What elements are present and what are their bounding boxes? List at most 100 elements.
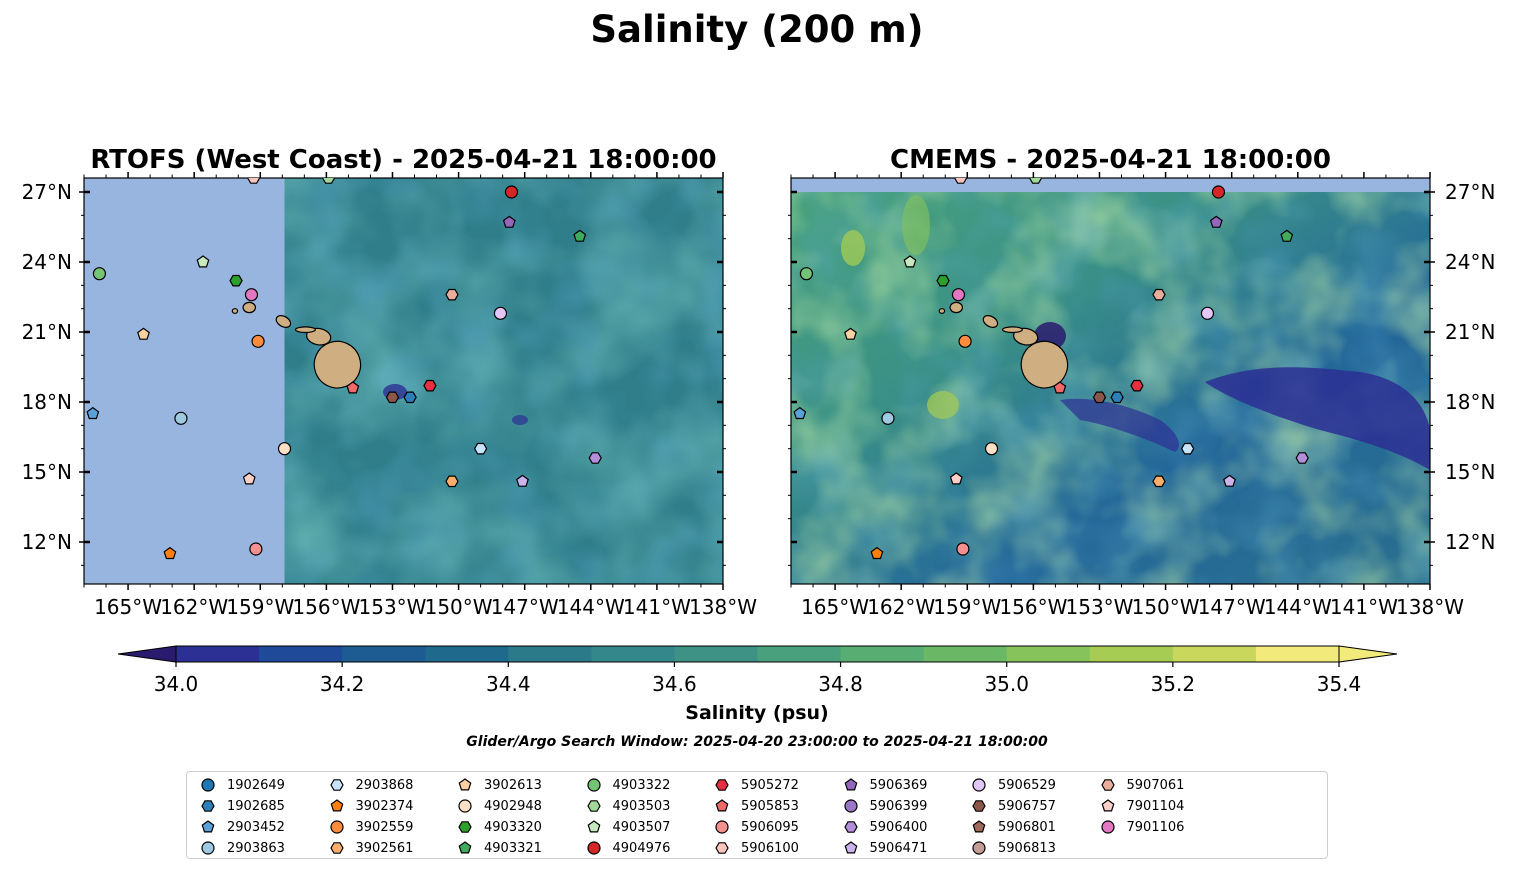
cmems-float-5906471 [1223, 474, 1236, 487]
cmems-xtick-label: 138°W [1396, 595, 1464, 619]
rtofs-float-4904976 [504, 185, 519, 199]
rtofs-ytick-label: 27°N [22, 180, 72, 204]
colorbar-tick-label: 34.6 [652, 672, 697, 696]
rtofs-float-1902685 [403, 391, 417, 404]
rtofs-float-4903321 [573, 229, 587, 242]
legend-marker-circle-icon [586, 778, 601, 792]
rtofs-float-3902561 [445, 475, 459, 488]
legend-marker-2903452 [201, 820, 215, 833]
figure-title: Salinity (200 m) [590, 8, 923, 51]
cmems-island-1 [1013, 327, 1039, 346]
legend-marker-3902561 [329, 842, 344, 854]
cmems-float-4903322 [799, 267, 814, 281]
rtofs-float-7901106 [244, 288, 259, 302]
colorbar-segment [674, 646, 758, 662]
rtofs-ytick-label: 21°N [22, 320, 72, 344]
legend-item-5906813: 5906813 [968, 838, 1056, 858]
legend-marker-5905272 [715, 779, 729, 791]
legend-item-1902685: 1902685 [197, 796, 285, 816]
legend-marker-4903507 [587, 820, 600, 833]
search-window-caption: Glider/Argo Search Window: 2025-04-20 23… [466, 734, 1048, 750]
legend-label: 2903863 [227, 840, 285, 856]
legend-label: 4903322 [612, 777, 671, 793]
cmems-xtick-label: 150°W [1132, 595, 1200, 619]
cmems-xtick-label: 141°W [1330, 595, 1398, 619]
colorbar-label: Salinity (psu) [685, 702, 828, 724]
legend-marker-circle-icon [1100, 820, 1115, 834]
legend-marker-4903322 [586, 778, 601, 792]
legend-marker-4904976 [586, 841, 601, 855]
legend-item-5906400: 5906400 [840, 817, 927, 837]
legend-marker-7901106 [1100, 820, 1115, 834]
cmems-float-5906095 [956, 542, 970, 556]
colorbar-segment [1172, 646, 1257, 662]
rtofs-float-5907061 [445, 288, 459, 301]
legend-item-5906471: 5906471 [840, 838, 927, 858]
legend-item-3902561: 3902561 [326, 838, 413, 858]
legend-marker-1902649 [201, 778, 215, 792]
legend-marker-hexagon-icon [586, 800, 601, 812]
cmems-axes-ticks: 165°W162°W159°W156°W153°W150°W147°W144°W… [788, 172, 1495, 619]
cmems-island-2 [1001, 326, 1023, 334]
legend-marker-circle-icon [715, 820, 729, 834]
legend-marker-circle-icon [329, 820, 344, 834]
legend-marker-5906095 [715, 820, 729, 834]
cmems-float-5906400 [1295, 452, 1309, 464]
rtofs-float-5905272 [423, 379, 437, 392]
legend-marker-7901104 [1101, 799, 1114, 812]
rtofs-ytick-label: 24°N [22, 250, 72, 274]
rtofs-axes-ticks: 165°W162°W159°W156°W153°W150°W147°W144°W… [22, 172, 757, 619]
legend-marker-5907061 [1100, 779, 1115, 791]
legend-marker-4903321 [458, 841, 472, 854]
legend-marker-4903320 [458, 821, 472, 833]
legend-item-7901106: 7901106 [1097, 817, 1185, 837]
rtofs-float-5906529 [493, 306, 508, 320]
rtofs-float-2903868 [473, 442, 488, 455]
cmems-float-3902561 [1152, 475, 1166, 488]
legend-marker-hexagon-icon [458, 821, 472, 833]
legend-marker-hexagon-icon [715, 842, 729, 854]
cmems-ytick-label: 18°N [1445, 390, 1495, 414]
legend-label: 5905272 [741, 777, 799, 793]
rtofs-float-5905853 [346, 381, 360, 394]
rtofs-xtick-label: 153°W [359, 595, 427, 619]
cmems-float-5906100 [953, 178, 968, 184]
cmems-float-4904976 [1211, 185, 1226, 199]
legend-item-4903503: 4903503 [583, 796, 670, 816]
cmems-float-3902374 [870, 546, 884, 560]
legend-label: 5905853 [741, 798, 799, 814]
rtofs-float-5906400 [588, 452, 602, 464]
cmems-xtick-label: 165°W [801, 595, 869, 619]
legend-item-4903507: 4903507 [583, 817, 670, 837]
legend-marker-4903503 [586, 800, 601, 812]
legend-label: 3902374 [355, 798, 414, 814]
colorbar: 34.0 34.2 34.4 34.6 34.8 35.0 35.2 35.4 [117, 645, 1398, 696]
rtofs-island-5 [231, 308, 239, 314]
legend-label: 5906757 [998, 798, 1056, 814]
cmems-xtick-label: 162°W [867, 595, 935, 619]
legend-label: 5906369 [869, 777, 928, 793]
rtofs-xtick-label: 150°W [425, 595, 493, 619]
colorbar-tick-label: 35.2 [1151, 672, 1196, 696]
colorbar-tick-label: 34.2 [320, 672, 365, 696]
legend-marker-pentagon-icon [844, 778, 857, 791]
cmems-float-7901106 [951, 288, 966, 302]
rtofs-float-4902948 [277, 442, 292, 456]
rtofs-ytick-label: 18°N [22, 390, 72, 414]
rtofs-float-4903507 [196, 255, 210, 268]
legend-item-3902374: 3902374 [326, 796, 414, 816]
legend-item-4903320: 4903320 [454, 817, 542, 837]
legend-item-7901104: 7901104 [1097, 796, 1184, 816]
colorbar-segment [508, 646, 592, 662]
rtofs-float-4903503 [321, 178, 336, 184]
legend-label: 5906801 [998, 819, 1056, 835]
legend-item-4902948: 4902948 [454, 796, 542, 816]
legend-label: 7901106 [1126, 819, 1185, 835]
colorbar-segment [342, 646, 426, 662]
legend-item-5905272: 5905272 [711, 775, 799, 795]
legend-marker-circle-icon [843, 799, 858, 813]
rtofs-float-5906369 [502, 215, 516, 228]
legend-item-4903322: 4903322 [583, 775, 671, 795]
cmems-float-markers [793, 178, 1309, 560]
legend-label: 5906095 [741, 819, 799, 835]
